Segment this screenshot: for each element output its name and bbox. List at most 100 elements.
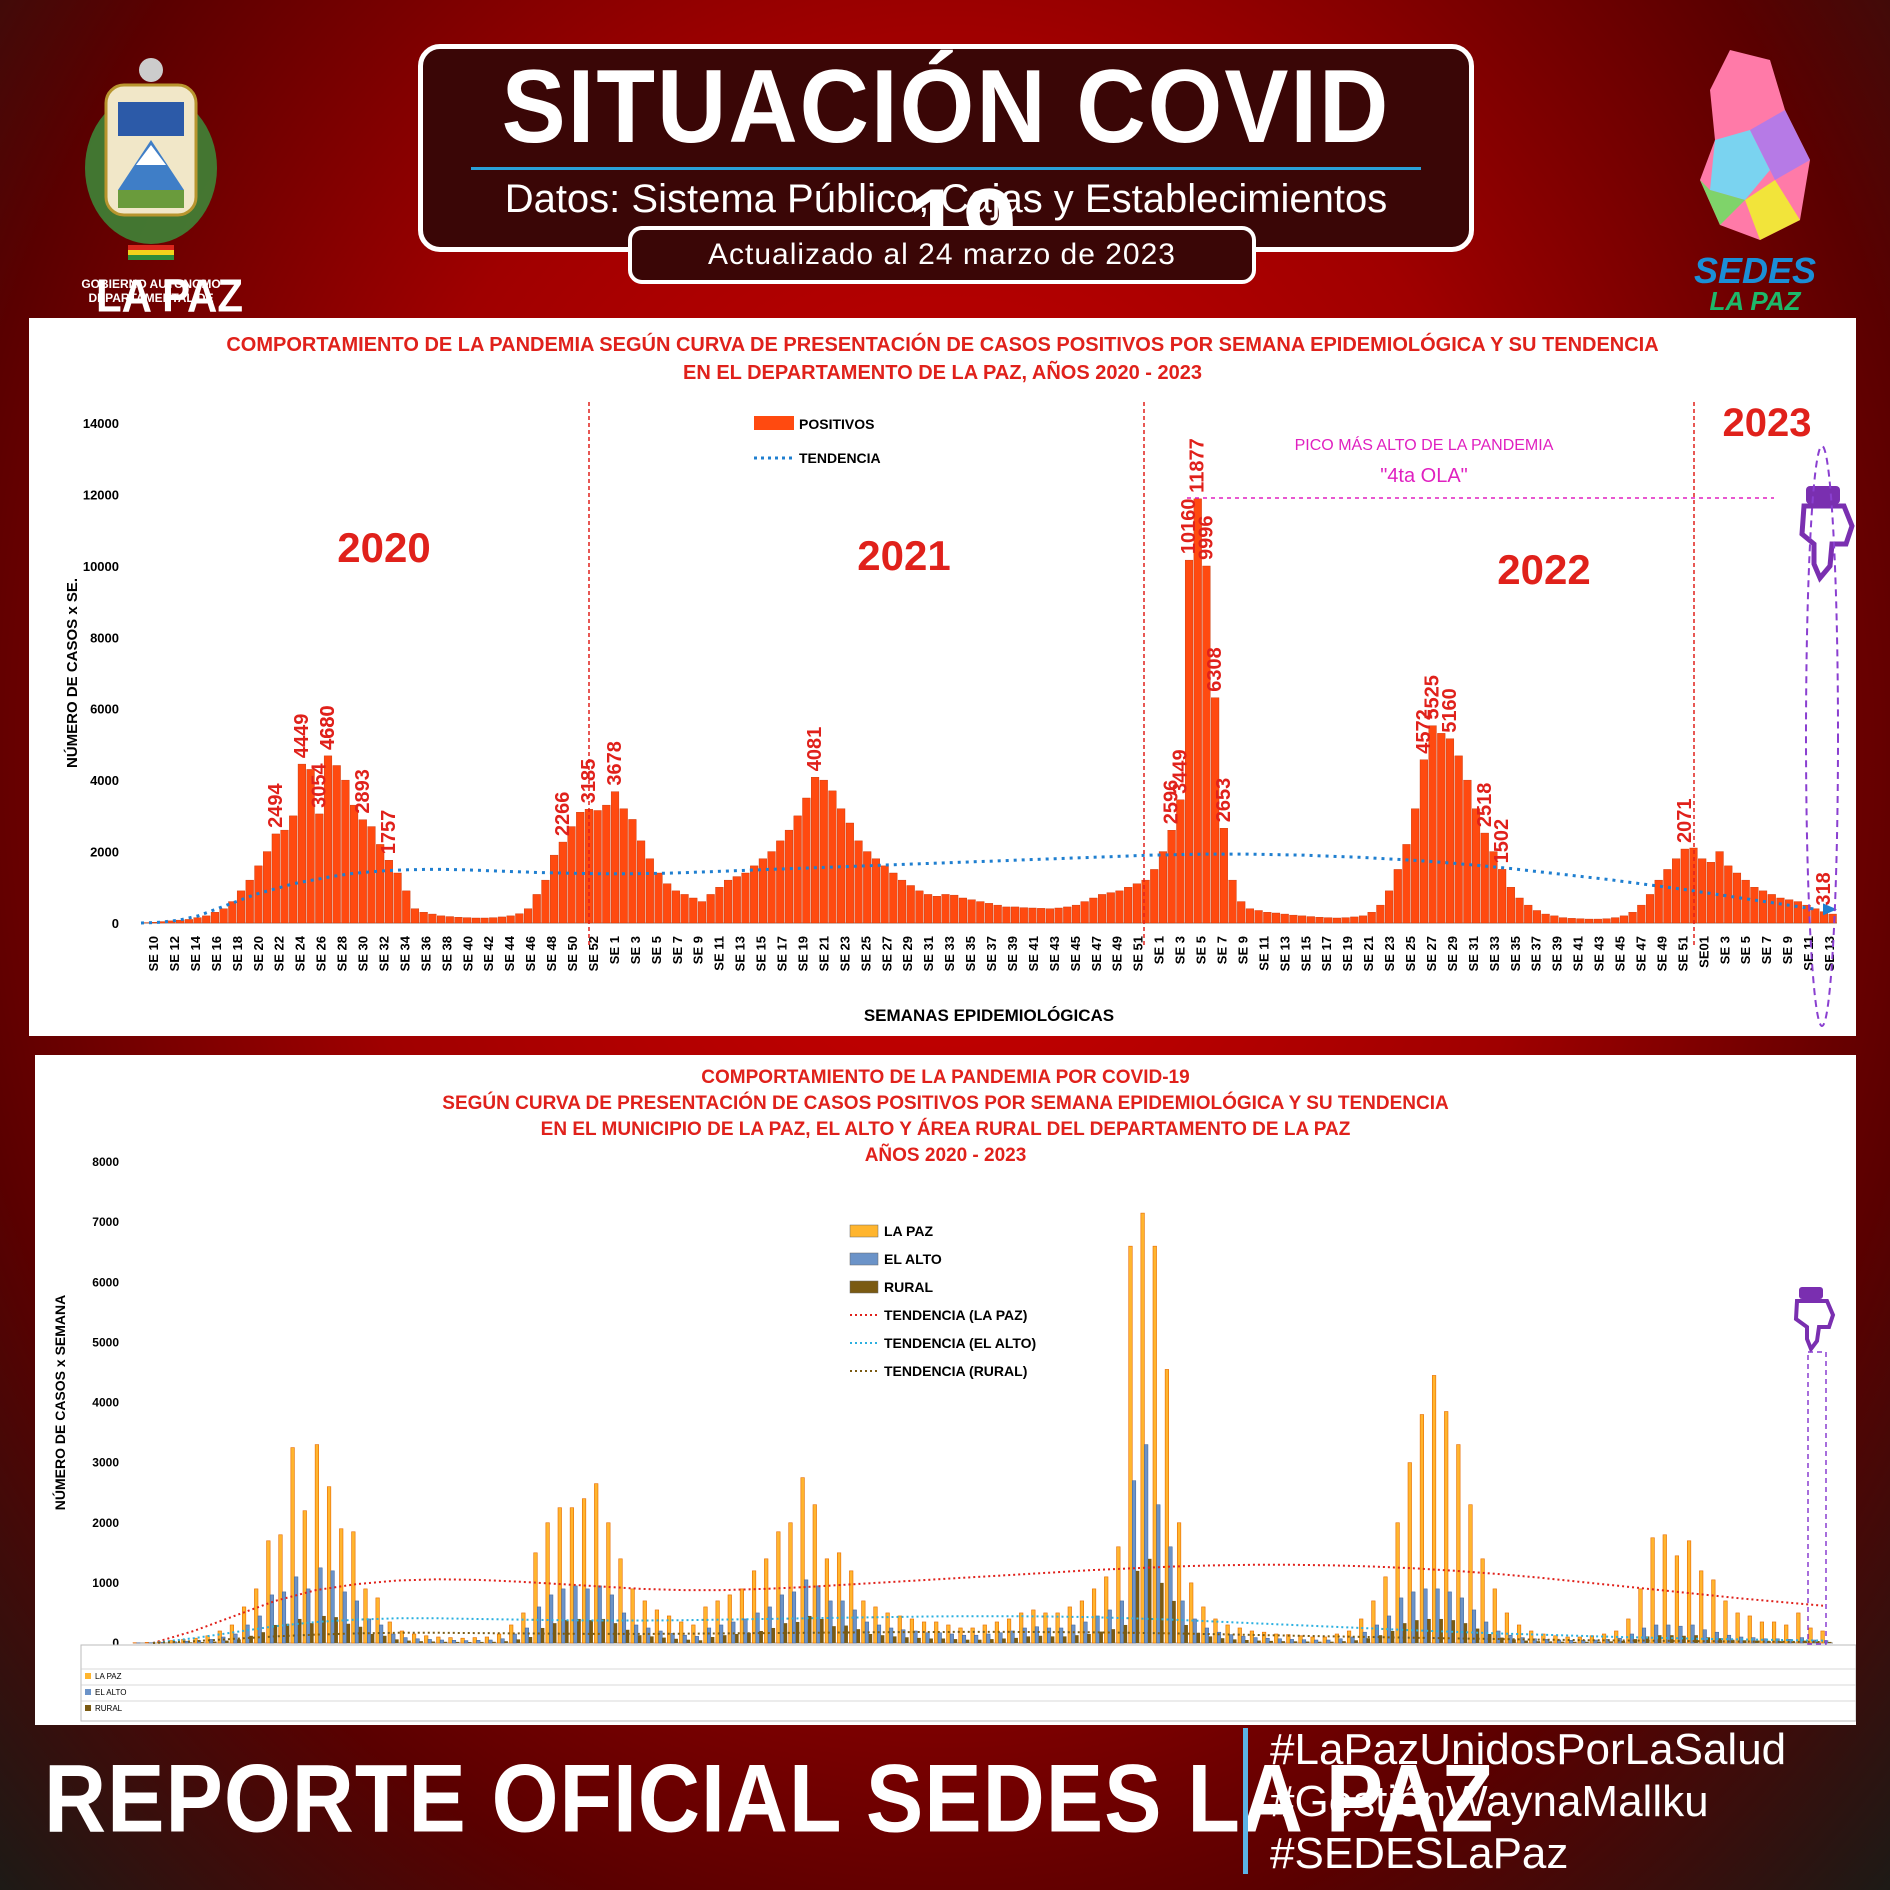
chart1-subtitle: EN EL DEPARTAMENTO DE LA PAZ, AÑOS 2020 … — [682, 362, 1202, 384]
elalto-bar — [986, 1633, 991, 1644]
elalto-bar — [391, 1633, 396, 1644]
positive-bar — [750, 865, 759, 924]
positive-bar — [1002, 906, 1011, 924]
rural-bar — [1803, 1640, 1808, 1643]
lapaz-bar — [144, 1642, 149, 1644]
positive-bar — [176, 919, 185, 924]
rural-bar — [1439, 1618, 1443, 1643]
rural-bar — [1706, 1637, 1711, 1643]
data-label: 2596 — [1161, 780, 1183, 825]
lapaz-bar — [484, 1636, 489, 1644]
positive-bar — [576, 812, 585, 924]
elalto-bar — [1544, 1639, 1549, 1644]
x-tick-label: SE 45 — [1613, 936, 1628, 971]
rural-bar — [1657, 1635, 1662, 1643]
rural-bar — [650, 1636, 654, 1643]
rural-bar — [285, 1623, 290, 1643]
rural-bar — [1645, 1636, 1650, 1643]
positive-bar — [758, 858, 767, 924]
rural-bar — [492, 1641, 496, 1643]
header-title-box: SITUACIÓN COVID -19 Datos: Sistema Públi… — [418, 44, 1474, 284]
positive-bar — [184, 919, 193, 924]
x-tick-label: SE 15 — [754, 936, 769, 971]
positive-bar — [1228, 879, 1237, 924]
x-tick-label: SE 28 — [335, 936, 350, 971]
elalto-bar — [282, 1591, 287, 1644]
data-label: 4449 — [291, 714, 313, 759]
elalto-bar — [1532, 1638, 1537, 1644]
positive-bar — [1672, 858, 1681, 924]
rural-bar — [1427, 1618, 1431, 1643]
x-tick-label: SE 42 — [481, 936, 496, 971]
lapaz-bar — [1771, 1621, 1777, 1644]
positive-bar — [932, 896, 941, 924]
x-tick-label: SE 50 — [565, 936, 580, 971]
rural-bar — [1402, 1623, 1407, 1643]
positive-bar — [245, 879, 254, 924]
rural-bar — [467, 1642, 472, 1643]
elalto-bar — [1132, 1480, 1137, 1644]
rural-bar — [1208, 1636, 1213, 1643]
elalto-bar — [1690, 1624, 1695, 1644]
x-tick-label: SE 1 — [1152, 936, 1167, 964]
positive-bar — [602, 804, 611, 924]
highlight-ellipse — [1805, 445, 1839, 1027]
positive-bar — [1315, 917, 1324, 924]
elalto-bar — [549, 1594, 554, 1644]
positive-bar — [1167, 830, 1176, 924]
lapaz-bar — [1492, 1588, 1497, 1644]
rural-bar — [1633, 1639, 1638, 1643]
lapaz-bar — [1529, 1630, 1534, 1644]
x-tick-label: SE 49 — [1654, 936, 1669, 971]
positive-bar — [1654, 879, 1663, 924]
positive-bar — [1141, 879, 1150, 924]
update-date-badge: Actualizado al 24 marzo de 2023 — [628, 226, 1256, 284]
positive-bar — [1715, 851, 1724, 924]
rural-bar — [1293, 1641, 1298, 1643]
lapaz-bar — [788, 1522, 793, 1644]
rural-bar — [1050, 1636, 1055, 1643]
y-tick-label: 8000 — [92, 1155, 119, 1169]
legend-swatch — [849, 1280, 879, 1294]
elalto-bar — [1119, 1600, 1124, 1644]
footer-divider — [1243, 1728, 1248, 1874]
x-tick-label: SE 10 — [146, 936, 161, 971]
positive-bar — [219, 908, 228, 924]
positive-bar — [541, 879, 550, 924]
rural-bar — [1621, 1640, 1626, 1643]
elalto-bar — [1447, 1591, 1452, 1644]
footer-report-title: REPORTE OFICIAL SEDES LA PAZ — [44, 1745, 1495, 1853]
rural-bar — [565, 1620, 569, 1643]
rural-bar — [698, 1640, 703, 1643]
rural-bar — [880, 1635, 885, 1643]
x-tick-label: SE 36 — [418, 936, 433, 971]
elalto-bar — [379, 1624, 384, 1644]
elalto-bar — [1350, 1636, 1355, 1644]
positive-bar — [1611, 917, 1620, 924]
elalto-bar — [1168, 1546, 1173, 1644]
x-tick-label: SE 40 — [460, 936, 475, 971]
lapaz-bar — [436, 1636, 441, 1644]
x-tick-label: SE 13 — [1277, 936, 1292, 971]
rural-bar — [577, 1618, 581, 1643]
rural-bar — [249, 1635, 253, 1643]
positive-bar — [1506, 887, 1515, 924]
rural-bar — [273, 1624, 278, 1643]
positive-bar — [863, 851, 872, 924]
lapaz-bar — [569, 1507, 574, 1644]
y-tick-label: 2000 — [90, 845, 119, 860]
positive-bar — [697, 901, 707, 924]
x-tick-label: SE 34 — [397, 935, 412, 971]
data-label: 4680 — [317, 705, 339, 750]
lapaz-bar — [970, 1627, 975, 1644]
positive-bar — [1454, 755, 1463, 924]
positive-bar — [1245, 908, 1254, 924]
positive-bar — [1750, 887, 1759, 924]
positive-bar — [619, 808, 628, 924]
lapaz-bar — [411, 1633, 417, 1644]
x-tick-label: SE 31 — [921, 936, 936, 971]
rural-bar — [1827, 1641, 1832, 1643]
positive-bar — [1089, 897, 1098, 924]
positive-bar — [828, 790, 837, 924]
positive-bar — [776, 840, 785, 924]
